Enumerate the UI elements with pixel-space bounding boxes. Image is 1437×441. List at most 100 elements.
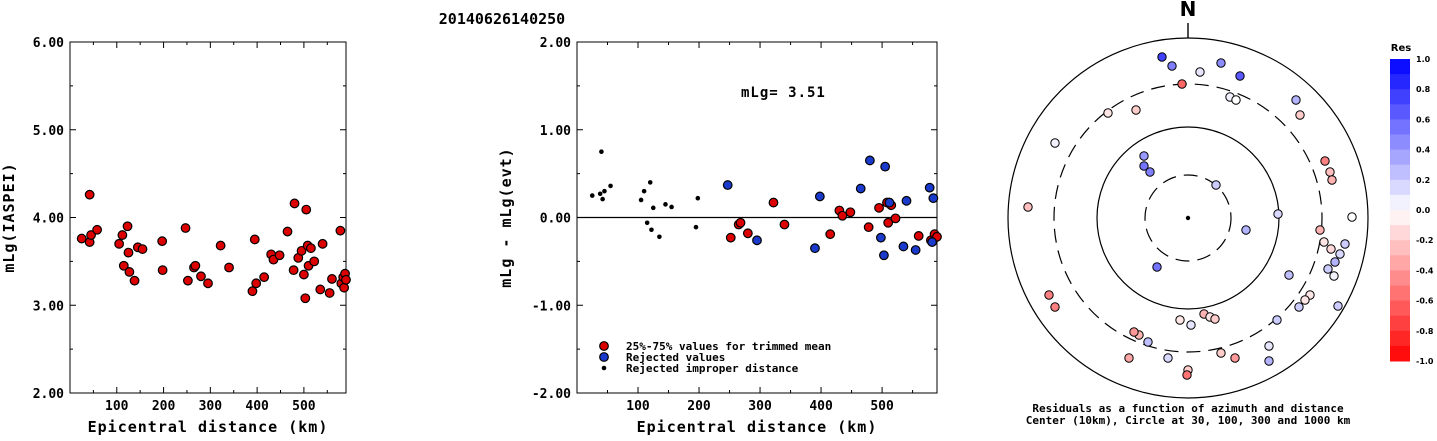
data-point-rejected	[879, 250, 889, 261]
colorbar-title: Res	[1391, 43, 1411, 54]
station-residual	[1326, 244, 1336, 254]
station-residual	[1320, 156, 1330, 166]
data-point	[117, 230, 128, 240]
station-residual	[1050, 302, 1060, 312]
colorbar-cell	[1390, 164, 1410, 181]
data-point	[86, 230, 96, 240]
station-residual	[1211, 180, 1221, 190]
station-residual	[1175, 315, 1185, 325]
data-point	[203, 278, 213, 289]
data-point	[301, 204, 312, 215]
colorbar-cell	[1390, 285, 1410, 302]
station-residual	[1139, 161, 1149, 171]
data-point-improper-distance	[602, 188, 607, 194]
data-point	[123, 247, 134, 258]
data-point	[122, 221, 133, 232]
data-point	[300, 293, 311, 304]
data-point	[341, 274, 351, 285]
chart-title: 20140626140250	[439, 10, 565, 28]
center-dot	[1185, 215, 1191, 221]
station-residual	[1333, 301, 1343, 311]
station-residual	[1152, 262, 1162, 272]
colorbar-tick-label: 0.4	[1416, 146, 1431, 155]
data-point-rejected	[927, 237, 938, 247]
colorbar-tick-label: 0.0	[1416, 206, 1431, 215]
data-point	[76, 233, 87, 244]
data-point-improper-distance	[641, 188, 647, 194]
station-residual	[1231, 95, 1241, 105]
data-point-improper-distance	[644, 220, 650, 226]
north-label: N	[1180, 0, 1197, 21]
data-point-trimmed	[742, 228, 753, 239]
data-point-trimmed	[779, 219, 790, 230]
station-residual	[1163, 353, 1173, 363]
data-point-improper-distance	[669, 204, 674, 210]
x-axis-label: Epicentral distance (km)	[637, 418, 878, 436]
colorbar-cell	[1390, 74, 1410, 90]
data-point-rejected	[928, 193, 939, 204]
colorbar-tick-label: -0.2	[1416, 236, 1434, 245]
colorbar-tick-label: 0.8	[1416, 85, 1431, 94]
station-residual	[1182, 370, 1192, 380]
y-tick-label: 0.00	[540, 212, 571, 227]
colorbar-cell	[1390, 300, 1410, 317]
polar-caption-line1: Residuals as a function of azimuth and d…	[1032, 402, 1344, 415]
colorbar-tick-label: -0.4	[1416, 266, 1434, 275]
station-residual	[1329, 271, 1339, 281]
station-residual	[1315, 225, 1325, 235]
data-point-rejected	[875, 232, 886, 243]
colorbar-cell	[1390, 179, 1410, 196]
data-point	[92, 224, 103, 235]
data-point	[180, 223, 191, 233]
data-point	[247, 286, 258, 297]
y-tick-label: 4.00	[33, 212, 64, 227]
data-point-rejected	[910, 245, 921, 255]
colorbar-cell	[1390, 134, 1410, 151]
data-point	[298, 269, 309, 280]
x-tick-label: 500	[870, 399, 894, 414]
data-point-improper-distance	[649, 227, 654, 233]
colorbar-cell	[1390, 89, 1410, 105]
colorbar-cell	[1390, 119, 1410, 135]
data-point-improper-distance	[600, 196, 605, 202]
x-tick-label: 100	[105, 399, 129, 414]
legend-marker	[601, 365, 607, 371]
data-point	[215, 240, 226, 251]
station-residual	[1044, 290, 1054, 300]
station-residual	[1216, 348, 1226, 358]
panel-residual-vs-distance: -2.00 -1.00 0.00 1.00 2.00 100 200 300 400 500 Epi…	[497, 36, 942, 436]
data-point	[335, 225, 346, 236]
legend-label: Rejected values	[626, 351, 725, 364]
station-residual	[1129, 327, 1139, 337]
colorbar-cell	[1390, 255, 1410, 271]
data-point-trimmed	[768, 197, 779, 208]
station-residual	[1241, 225, 1251, 235]
data-point-rejected	[898, 241, 909, 252]
data-point-rejected	[901, 195, 912, 206]
data-point-improper-distance	[589, 193, 595, 198]
y-axis-label: mLg - mLg(evt)	[497, 147, 515, 287]
colorbar-cell	[1390, 194, 1410, 211]
station-residual	[1143, 337, 1153, 347]
data-point-rejected	[722, 180, 733, 190]
data-point	[282, 226, 293, 237]
colorbar-cell	[1390, 330, 1410, 347]
colorbar-tick-label: 1.0	[1416, 55, 1431, 64]
data-point	[296, 245, 307, 256]
data-point	[249, 234, 260, 245]
data-point-improper-distance	[657, 234, 662, 240]
y-tick-label: 1.00	[540, 124, 571, 139]
station-residual	[1023, 202, 1033, 212]
data-point	[137, 244, 148, 254]
station-residual	[1323, 264, 1333, 274]
station-residual	[1210, 314, 1220, 324]
station-residual	[1124, 353, 1134, 363]
data-point-improper-distance	[599, 149, 604, 154]
data-point	[288, 265, 299, 276]
station-residual	[1167, 61, 1177, 71]
station-residual	[1216, 58, 1226, 68]
data-point	[315, 284, 326, 295]
colorbar-cell	[1390, 240, 1410, 256]
legend-marker	[599, 352, 609, 362]
station-residual	[1195, 67, 1205, 77]
